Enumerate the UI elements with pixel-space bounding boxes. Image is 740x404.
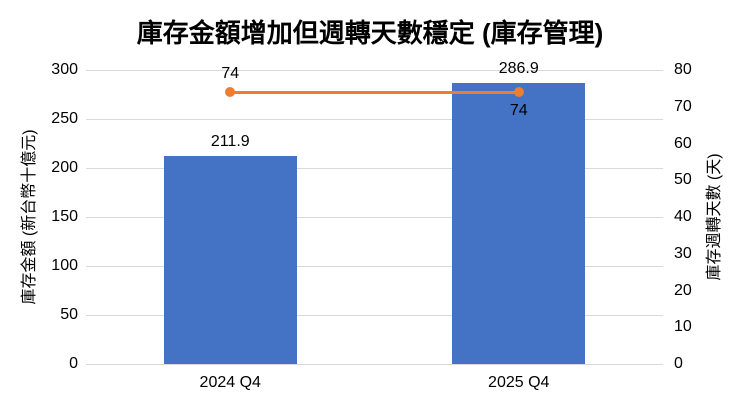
gridline	[86, 216, 663, 218]
gridline	[86, 363, 663, 365]
left-axis-tick-label: 300	[51, 61, 78, 78]
bar-value-label: 286.9	[498, 59, 539, 77]
chart-title: 庫存金額增加但週轉天數穩定 (庫存管理)	[136, 18, 604, 48]
left-axis-tick-label: 50	[60, 306, 78, 323]
line-marker	[225, 87, 236, 98]
gridline	[86, 265, 663, 267]
right-axis-tick-label: 70	[674, 97, 692, 115]
right-axis-tick-label: 40	[674, 208, 692, 225]
left-axis-tick-label: 0	[69, 355, 78, 372]
bar-2024 Q4	[164, 156, 297, 364]
right-axis-tick-label: 80	[674, 61, 692, 78]
gridline	[86, 69, 663, 71]
x-axis-category-label: 2025 Q4	[488, 374, 550, 391]
right-axis-title: 庫存週轉天數 (天)	[706, 153, 723, 281]
plot-area	[86, 69, 663, 365]
right-axis-tick-label: 20	[674, 281, 692, 299]
right-axis-tick-label: 60	[674, 134, 692, 152]
gridline	[86, 314, 663, 316]
right-axis-tick-label: 30	[674, 244, 692, 262]
x-axis-category-label: 2024 Q4	[199, 374, 261, 391]
line-value-label: 74	[509, 102, 528, 120]
bar-value-label: 211.9	[210, 133, 250, 151]
left-axis-tick-label: 200	[51, 159, 78, 176]
right-axis-tick-label: 10	[674, 318, 692, 336]
right-axis-tick-label: 0	[674, 355, 683, 372]
line-marker	[513, 87, 524, 98]
left-axis-tick-label: 100	[51, 257, 78, 274]
gridline	[86, 118, 663, 120]
gridline	[86, 167, 663, 169]
line-segment	[230, 90, 519, 94]
bar-2025 Q4	[452, 82, 585, 364]
line-value-label: 74	[221, 65, 240, 83]
left-axis-tick-label: 150	[51, 208, 78, 225]
right-axis-tick-label: 50	[674, 171, 692, 189]
left-axis-tick-label: 250	[51, 110, 78, 127]
